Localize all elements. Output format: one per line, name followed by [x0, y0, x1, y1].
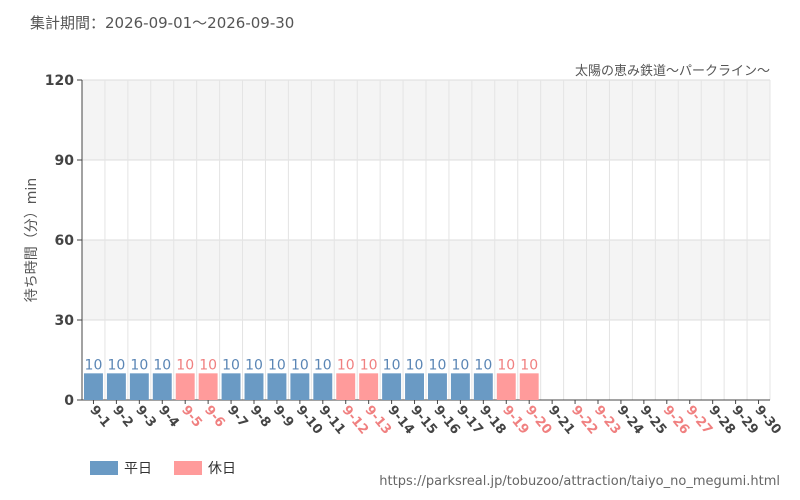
period-label: 集計期間：2026-09-01～2026-09-30 [30, 14, 295, 32]
bar-value-label: 10 [383, 357, 401, 373]
y-tick-label: 120 [45, 73, 74, 89]
x-tick-label: 9-7 [224, 403, 251, 431]
x-tick-label: 9-9 [270, 403, 297, 431]
source-url: https://parksreal.jp/tobuzoo/attraction/… [379, 474, 780, 489]
x-tick-label: 9-5 [178, 403, 205, 431]
legend-item-holiday: 休日 [174, 458, 236, 478]
bar-value-label: 10 [451, 357, 469, 373]
y-axis-title: 待ち時間（分）min [24, 178, 40, 302]
legend-swatch-holiday [174, 461, 202, 475]
bar-value-label: 10 [406, 357, 424, 373]
bar-value-label: 10 [314, 357, 332, 373]
y-tick-label: 30 [55, 313, 75, 329]
bar-value-label: 10 [337, 357, 355, 373]
bar [336, 373, 356, 400]
bar [450, 373, 470, 400]
bar [382, 373, 402, 400]
legend-swatch-weekday [90, 461, 118, 475]
bar [175, 373, 195, 400]
bar [267, 373, 287, 400]
legend-item-weekday: 平日 [90, 458, 152, 478]
bar-value-label: 10 [474, 357, 492, 373]
x-tick-label: 9-1 [86, 403, 113, 431]
legend-label-weekday: 平日 [124, 461, 152, 477]
bar-value-label: 10 [497, 357, 515, 373]
x-tick-label: 9-4 [155, 403, 182, 431]
bar [129, 373, 149, 400]
bar [359, 373, 379, 400]
y-tick-label: 90 [55, 153, 75, 169]
bar-value-label: 10 [107, 357, 125, 373]
bar-value-label: 10 [520, 357, 538, 373]
bar [405, 373, 424, 400]
bar-value-label: 10 [176, 357, 194, 373]
x-tick-label: 9-3 [132, 403, 159, 431]
bar [106, 373, 126, 400]
legend-label-holiday: 休日 [208, 461, 236, 477]
y-tick-label: 0 [64, 393, 74, 409]
bar-value-label: 10 [245, 357, 263, 373]
x-tick-label: 9-8 [247, 403, 274, 431]
bar [221, 373, 241, 400]
x-tick-label: 9-30 [751, 403, 783, 438]
x-tick-label: 9-2 [109, 403, 136, 431]
legend: 平日 休日 [90, 458, 258, 478]
bar-value-label: 10 [268, 357, 286, 373]
bar-value-label: 10 [360, 357, 378, 373]
bar-value-label: 10 [291, 357, 309, 373]
bar-value-label: 10 [85, 357, 103, 373]
bar [152, 373, 172, 400]
bar [313, 373, 333, 400]
bar [84, 373, 103, 400]
bar [473, 373, 493, 400]
bar [428, 373, 447, 400]
bar-value-label: 10 [222, 357, 240, 373]
bar [244, 373, 264, 400]
bar [496, 373, 516, 400]
bar-value-label: 10 [130, 357, 148, 373]
bar-value-label: 10 [153, 357, 171, 373]
bar-value-label: 10 [429, 357, 447, 373]
bar-value-label: 10 [199, 357, 217, 373]
attraction-name: 太陽の恵み鉄道～パークライン～ [574, 64, 770, 79]
bar [290, 373, 310, 400]
bar [519, 373, 539, 400]
y-tick-label: 60 [55, 233, 75, 249]
bar [198, 373, 218, 400]
x-tick-label: 9-6 [201, 403, 228, 431]
